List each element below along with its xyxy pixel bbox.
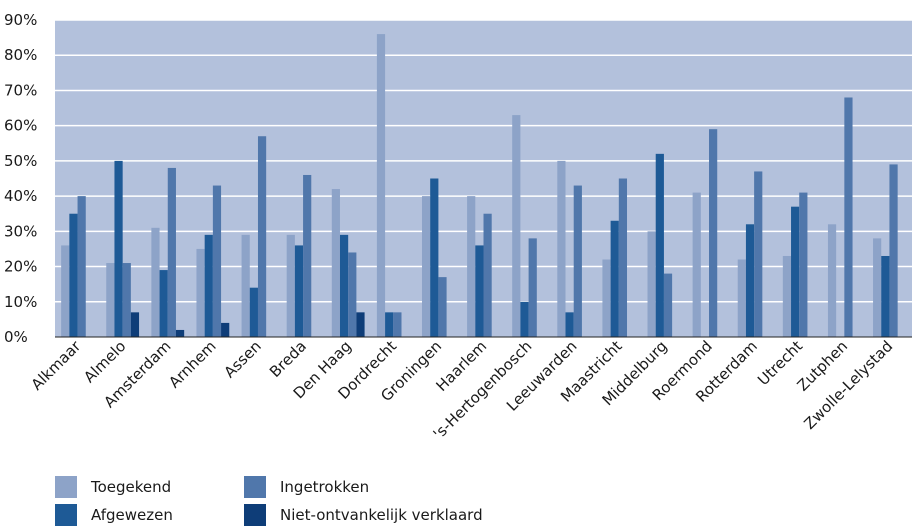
legend-swatch-toegekend <box>55 476 77 498</box>
bar <box>844 97 853 337</box>
legend-label-niet-ontvankelijk: Niet-ontvankelijk verklaard <box>280 506 483 524</box>
bars <box>61 34 898 337</box>
bar <box>376 34 386 337</box>
bar <box>356 312 365 337</box>
legend-item-afgewezen: Afgewezen <box>55 504 173 526</box>
bar <box>791 206 800 337</box>
bar <box>385 312 394 337</box>
bar <box>799 192 808 337</box>
bar <box>241 234 250 337</box>
x-tick-label: Breda <box>266 337 310 381</box>
legend-label-toegekend: Toegekend <box>91 478 172 496</box>
bar <box>167 167 176 337</box>
bar <box>430 178 439 337</box>
bar <box>528 238 537 337</box>
legend-swatch-ingetrokken <box>244 476 266 498</box>
bar <box>303 174 312 337</box>
bar <box>618 178 628 337</box>
bar <box>151 227 160 337</box>
legend-item-niet-ontvankelijk: Niet-ontvankelijk verklaard <box>244 504 483 526</box>
bar <box>483 213 492 337</box>
bar <box>114 160 123 337</box>
bar <box>873 238 882 337</box>
bar <box>475 245 484 337</box>
bar <box>438 277 447 337</box>
bar <box>294 245 304 337</box>
x-tick-label: Alkmaar <box>28 337 85 394</box>
legend-item-toegekend: Toegekend <box>55 476 171 498</box>
bar <box>204 234 213 337</box>
bar <box>754 171 763 337</box>
bar <box>709 129 718 337</box>
bar <box>692 192 701 337</box>
legend-swatch-niet-ontvankelijk <box>244 504 266 526</box>
bar <box>512 115 521 337</box>
bar <box>889 164 898 337</box>
bar <box>122 263 131 337</box>
bar <box>61 245 70 337</box>
bar <box>565 312 574 337</box>
bar <box>159 270 168 337</box>
bar <box>827 224 837 337</box>
y-tick-label: 40% <box>4 187 37 205</box>
y-tick-label: 90% <box>4 11 37 29</box>
y-tick-label: 70% <box>4 81 37 99</box>
legend-label-afgewezen: Afgewezen <box>91 506 173 524</box>
y-tick-label: 80% <box>4 46 37 64</box>
bar <box>421 196 431 337</box>
y-tick-label: 50% <box>4 152 37 170</box>
bar <box>348 252 357 337</box>
bar <box>520 301 529 337</box>
bar-chart: 0% 10% 20% 30% 40% 50% 60% 70% 80% 90% AlkmaarAlm… <box>4 11 912 443</box>
bar <box>881 255 890 337</box>
bar <box>196 248 205 337</box>
bar <box>745 224 755 337</box>
y-tick-label: 60% <box>4 117 37 135</box>
bar <box>130 312 140 337</box>
bar <box>249 287 258 337</box>
y-tick-label: 30% <box>4 222 37 240</box>
bar <box>286 234 295 337</box>
legend: Toegekend Afgewezen Ingetrokken Niet-ont… <box>55 476 755 526</box>
bar <box>557 160 566 337</box>
bar <box>663 273 673 337</box>
x-tick-label: Arnhem <box>165 337 219 391</box>
bar <box>339 234 349 337</box>
bar <box>69 213 78 337</box>
x-tick-label: Assen <box>221 337 265 381</box>
legend-label-ingetrokken: Ingetrokken <box>280 478 370 496</box>
y-axis-labels: 0% 10% 20% 30% 40% 50% 60% 70% 80% 90% <box>4 11 37 346</box>
y-tick-label: 0% <box>4 328 28 346</box>
bar <box>573 185 582 337</box>
legend-item-ingetrokken: Ingetrokken <box>244 476 369 498</box>
bar <box>602 259 611 337</box>
bar <box>257 136 267 337</box>
bar <box>331 189 340 337</box>
y-tick-label: 20% <box>4 258 37 276</box>
bar <box>77 196 86 337</box>
bar <box>467 196 476 337</box>
bar <box>782 255 792 337</box>
y-tick-label: 10% <box>4 293 37 311</box>
bar <box>655 153 664 337</box>
bar <box>221 322 230 337</box>
bar <box>175 329 185 337</box>
bar <box>106 263 115 337</box>
bar <box>212 185 222 337</box>
bar <box>393 312 402 337</box>
bar <box>737 259 746 337</box>
bar <box>610 220 619 337</box>
legend-swatch-afgewezen <box>55 504 77 526</box>
bar <box>647 231 656 337</box>
